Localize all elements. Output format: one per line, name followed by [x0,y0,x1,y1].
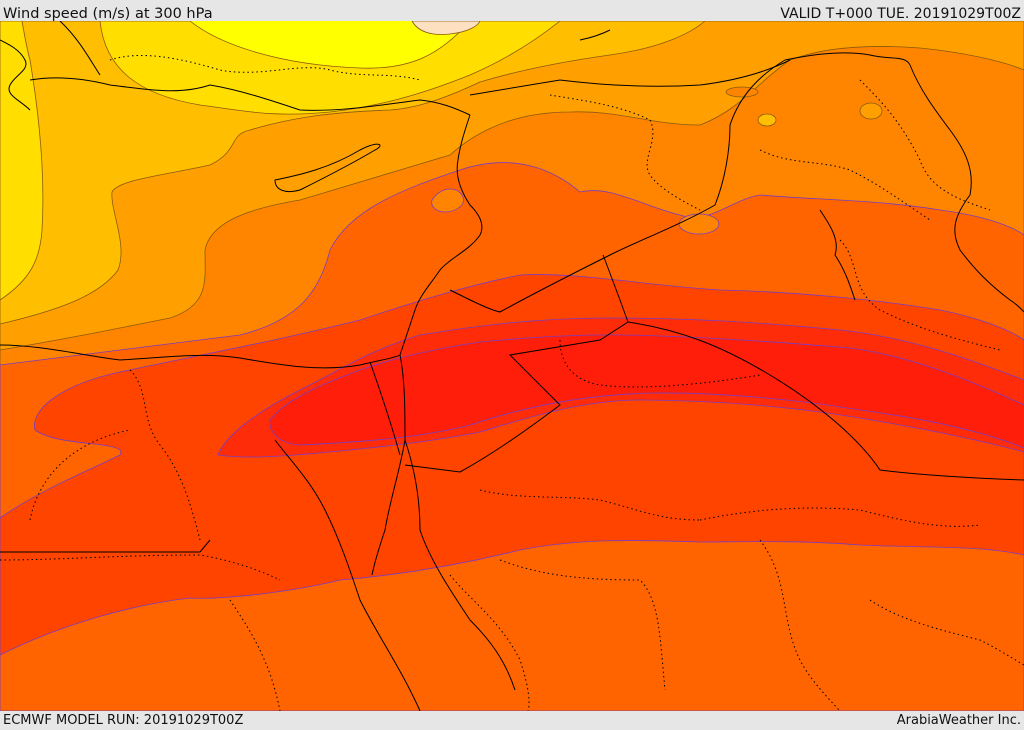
band-spot [725,86,759,98]
band-spot [859,102,883,120]
credit-label: ArabiaWeather Inc. [896,713,1021,728]
footer-bar: ECMWF MODEL RUN: 20191029T00Z ArabiaWeat… [0,711,1024,729]
band-spot [757,113,777,127]
band-lobe [431,188,464,213]
internal-borders [0,55,1024,711]
band-lobe [678,213,720,235]
model-run-label: ECMWF MODEL RUN: 20191029T00Z [3,713,244,728]
coastlines-borders [0,21,1024,711]
band-peach [411,21,481,35]
band-core [269,334,1024,449]
valid-time-label: VALID T+000 TUE. 20191029T00Z [780,6,1021,22]
map-title: Wind speed (m/s) at 300 hPa [3,6,213,22]
header-bar: Wind speed (m/s) at 300 hPa VALID T+000 … [0,0,1024,22]
wind-speed-map [0,21,1024,711]
